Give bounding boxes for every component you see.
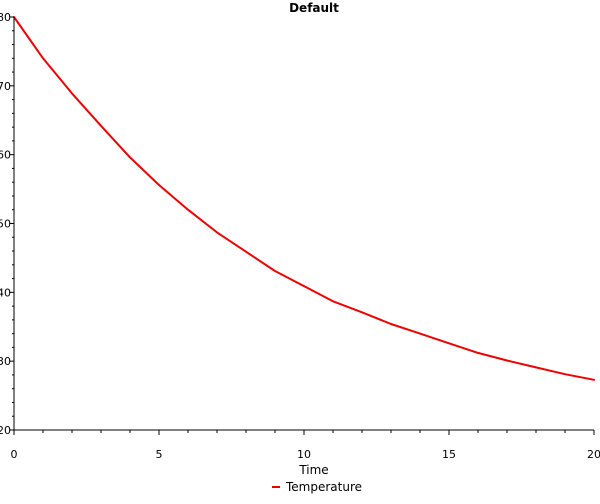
y-tick-label: 40 <box>0 286 11 299</box>
legend: Temperature <box>272 480 362 494</box>
series-line-temperature <box>14 17 594 380</box>
x-tick-label: 0 <box>11 448 18 461</box>
legend-label: Temperature <box>285 480 362 494</box>
x-axis-label: Time <box>298 463 328 477</box>
x-tick-label: 15 <box>442 448 456 461</box>
x-tick-label: 20 <box>587 448 600 461</box>
y-tick-label: 60 <box>0 149 11 162</box>
x-tick-label: 10 <box>297 448 311 461</box>
y-tick-label: 50 <box>0 218 11 231</box>
y-tick-label: 80 <box>0 11 11 24</box>
y-tick-label: 30 <box>0 355 11 368</box>
plot-area <box>14 17 594 380</box>
x-axis-ticks: 0 5 10 15 20 <box>11 430 600 461</box>
x-tick-label: 5 <box>156 448 163 461</box>
y-axis-ticks: 20 30 40 50 60 70 80 <box>0 11 14 437</box>
y-tick-label: 20 <box>0 424 11 437</box>
y-tick-label: 70 <box>0 80 11 93</box>
chart-title: Default <box>289 1 339 15</box>
